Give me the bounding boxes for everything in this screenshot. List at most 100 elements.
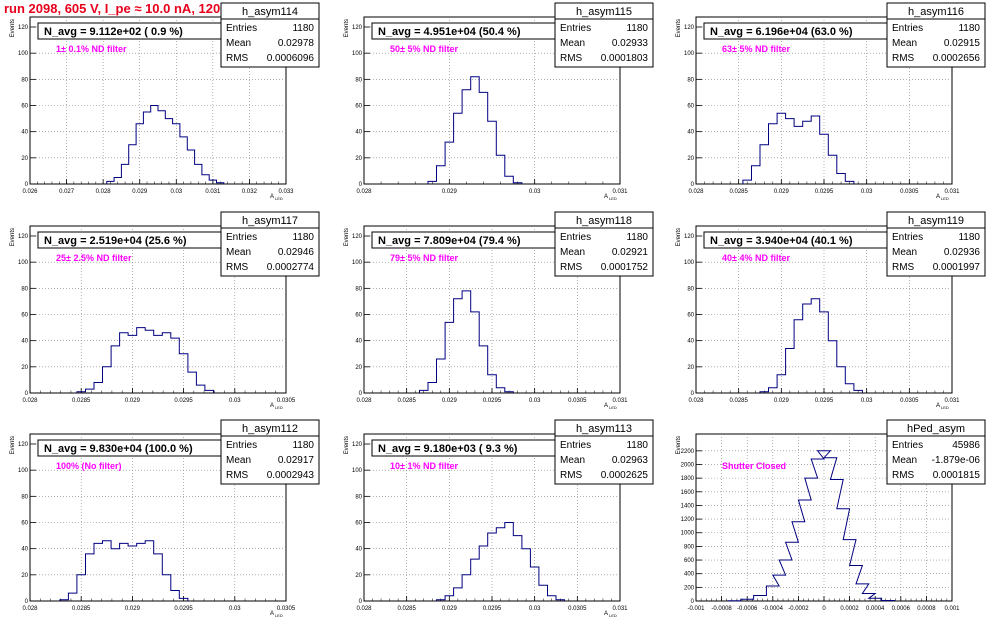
histogram-bin (103, 367, 112, 393)
histogram-bin (202, 175, 209, 184)
x-axis-label-subscript: LED (941, 196, 949, 201)
histogram-bin (828, 341, 837, 393)
histogram-bin (471, 312, 480, 393)
x-tick-label: 0.031 (205, 189, 221, 195)
x-tick-label: 0.0305 (900, 398, 919, 404)
x-tick-label: 0.03 (229, 398, 241, 404)
histogram-bin (777, 113, 786, 184)
histogram-bin (488, 375, 497, 393)
histogram-bin (556, 600, 565, 601)
x-tick-label: 0.027 (59, 189, 75, 195)
x-axis-label-subscript: LED (941, 405, 949, 410)
histogram-bin (479, 92, 488, 184)
x-tick-label: 0.0004 (866, 606, 885, 612)
y-tick-label: 100 (18, 51, 29, 57)
x-tick-label: 0.0285 (729, 398, 748, 404)
panel-h_asym119: 0.028 0.0285 0.029 0.0295 0.03 0.0305 0.031 0 20… (676, 211, 986, 410)
y-axis-label: Events (344, 19, 350, 37)
y-tick-label: 2200 (681, 449, 695, 455)
x-axis-label: A (604, 611, 608, 617)
stats-body (220, 18, 320, 68)
x-tick-label: 0.032 (242, 189, 258, 195)
filter-annotation: 50± 5% ND filter (390, 44, 458, 54)
x-axis-label: A (270, 611, 274, 617)
histogram-bin (505, 392, 514, 393)
x-tick-label: 0.028 (688, 189, 704, 195)
histogram-bin (769, 388, 778, 393)
histogram-bin (137, 328, 146, 393)
histogram-bin (462, 90, 471, 184)
x-axis-label-subscript: LED (609, 196, 617, 201)
x-tick-label: 0.0285 (397, 398, 416, 404)
x-tick-label: 0.028 (356, 189, 372, 195)
histogram-bin (754, 596, 767, 601)
histogram-bin (145, 541, 154, 601)
y-tick-label: 0 (25, 182, 29, 188)
histogram-bin (803, 121, 812, 184)
stats-label: Entries (892, 440, 923, 451)
x-tick-label: 0.029 (442, 606, 458, 612)
navg-box: N_avg = 4.951e+04 (50.4 %) (371, 22, 556, 40)
y-tick-label: 60 (21, 521, 28, 527)
x-tick-label: 0.0295 (815, 189, 834, 195)
x-tick-label: 0.026 (22, 189, 38, 195)
histogram-bin (845, 384, 854, 393)
histogram-bin (479, 546, 488, 601)
stats-label: RMS (226, 53, 249, 64)
histogram-bin (137, 543, 146, 601)
y-tick-label: 60 (355, 313, 362, 319)
stats-body (220, 227, 320, 277)
y-tick-label: 80 (355, 494, 362, 500)
x-tick-label: 0.0305 (277, 398, 296, 404)
x-axis-label: A (270, 194, 274, 200)
y-axis-label: Events (10, 19, 16, 37)
histogram-bin (111, 346, 120, 393)
y-tick-label: 0 (691, 182, 695, 188)
histogram-bin (471, 77, 480, 184)
histogram-bin (811, 116, 820, 184)
histogram-bin (165, 119, 172, 184)
x-tick-label: 0.031 (944, 398, 960, 404)
histogram-bin (743, 180, 752, 184)
stats-value: 0.0001803 (601, 53, 649, 64)
stats-value: 0.02917 (278, 455, 315, 466)
histogram-bin (173, 124, 180, 184)
y-axis-label: Events (676, 19, 682, 37)
stats-value: 1180 (958, 232, 980, 243)
stats-value: 0.0001997 (933, 262, 981, 273)
histogram-bin (188, 372, 197, 393)
stats-body (554, 18, 654, 68)
y-tick-label: 100 (352, 468, 363, 474)
navg-frame (37, 439, 222, 457)
y-tick-label: 1800 (681, 476, 695, 482)
histogram-bin (760, 392, 769, 393)
histogram-bin (777, 375, 786, 393)
histogram-bin (205, 390, 214, 393)
filter-annotation: Shutter Closed (722, 461, 786, 471)
y-tick-label: 0 (359, 182, 363, 188)
stats-label: Entries (892, 232, 923, 243)
histogram-bin (154, 335, 163, 393)
histogram-bin (794, 126, 803, 184)
histogram-bin (769, 124, 778, 184)
y-tick-label: 80 (355, 77, 362, 83)
navg-box: N_avg = 3.940e+04 (40.1 %) (703, 231, 888, 249)
histogram-bin (505, 523, 514, 602)
x-tick-label: 0.0305 (568, 398, 587, 404)
stats-value: 1180 (626, 232, 648, 243)
stats-value: 0.0001815 (933, 470, 981, 481)
y-tick-label: 80 (21, 77, 28, 83)
x-tick-label: 0.03 (861, 189, 873, 195)
x-tick-label: 0.028 (356, 398, 372, 404)
stats-value: -1.879e-06 (932, 455, 981, 466)
y-tick-label: 0 (25, 599, 29, 605)
histogram-bin (121, 164, 128, 184)
stats-body (886, 227, 986, 277)
histogram-bin (419, 390, 428, 393)
filter-annotation: 25± 2.5% ND filter (56, 253, 132, 263)
x-tick-label: -0.0002 (788, 606, 809, 612)
y-tick-label: 120 (18, 442, 29, 448)
y-tick-label: 100 (18, 260, 29, 266)
stats-box: h_asym113 Entries 1180 Mean 0.02963 RMS 0.0002… (554, 419, 654, 485)
navg-frame (371, 231, 556, 249)
